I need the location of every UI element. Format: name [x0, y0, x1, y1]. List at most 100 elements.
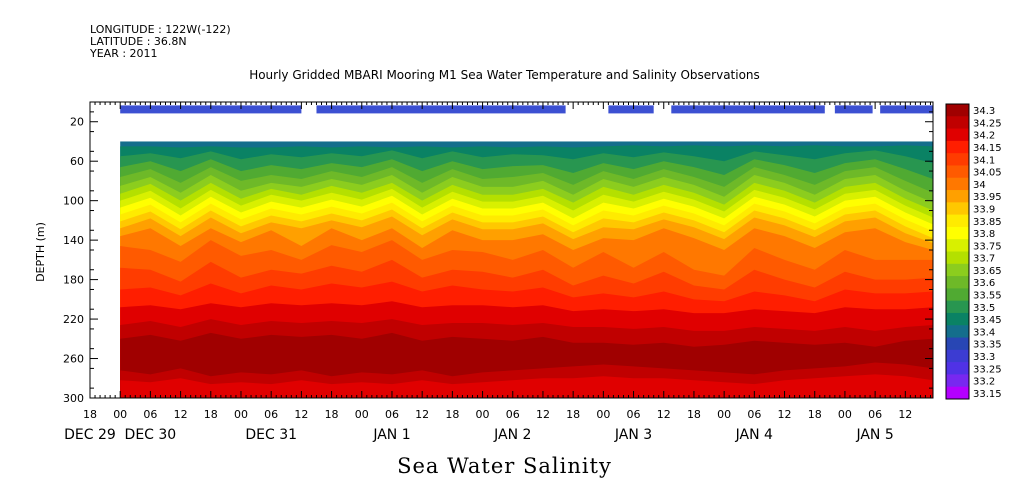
heatmap-plot — [120, 105, 933, 398]
x-day-label: JAN 2 — [493, 427, 531, 443]
colorbar-label: 33.4 — [973, 327, 995, 338]
x-hour-label: 12 — [536, 408, 550, 421]
colorbar-swatch-33.45 — [946, 312, 969, 326]
x-hour-label: 12 — [657, 408, 671, 421]
chart-title: Hourly Gridded MBARI Mooring M1 Sea Wate… — [249, 68, 760, 82]
surface-band-segment-2 — [608, 105, 654, 114]
heatmap-band-34.2-deep — [120, 374, 933, 398]
x-hour-label: 06 — [506, 408, 520, 421]
x-day-label: DEC 29 — [64, 427, 116, 443]
colorbar-swatch-33.3 — [946, 349, 969, 363]
colorbar-swatch-33.9 — [946, 202, 969, 216]
colorbar-label: 33.15 — [973, 389, 1002, 400]
axes: 20 60 100 140 180 220 260 300 18 00 06 12 18 00 06 12 18… — [63, 101, 934, 443]
x-hour-label: 18 — [566, 408, 580, 421]
colorbar-label: 33.6 — [973, 278, 995, 289]
colorbar-label: 33.2 — [973, 377, 995, 388]
colorbar-label: 34 — [973, 180, 986, 191]
x-day-label: JAN 4 — [735, 427, 773, 443]
colorbar-label: 33.55 — [973, 291, 1002, 302]
x-hour-label: 00 — [355, 408, 369, 421]
y-tick-label: 260 — [63, 353, 84, 366]
colorbar-swatch-33.5 — [946, 300, 969, 314]
colorbar-swatch-34 — [946, 177, 969, 191]
colorbar-label: 34.1 — [973, 155, 995, 166]
colorbar-swatch-33.7 — [946, 251, 969, 265]
x-hour-label: 18 — [445, 408, 459, 421]
x-hour-label: 00 — [717, 408, 731, 421]
x-hour-label: 18 — [204, 408, 218, 421]
plot-metadata: LONGITUDE : 122W(-122) LATITUDE : 36.8N … — [90, 24, 231, 60]
year-label: YEAR : 2011 — [90, 47, 158, 60]
x-hour-label: 12 — [294, 408, 308, 421]
colorbar-label: 33.7 — [973, 254, 995, 265]
colorbar-label: 33.85 — [973, 217, 1002, 228]
y-tick-label: 220 — [63, 313, 84, 326]
x-hour-label: 06 — [747, 408, 761, 421]
x-day-label: DEC 31 — [245, 427, 297, 443]
colorbar-label: 34.25 — [973, 118, 1002, 129]
x-hour-label: 00 — [476, 408, 490, 421]
x-hour-label: 06 — [143, 408, 157, 421]
colorbar-swatch-34.05 — [946, 165, 969, 179]
colorbar-swatch-34.3 — [946, 104, 969, 117]
colorbar-swatch-33.75 — [946, 239, 969, 252]
x-day-label: JAN 1 — [372, 427, 410, 443]
colorbar-label: 33.8 — [973, 229, 995, 240]
colorbar-label: 33.65 — [973, 266, 1002, 277]
x-hour-label: 06 — [868, 408, 882, 421]
y-tick-label: 100 — [63, 195, 84, 208]
longitude-label: LONGITUDE : 122W(-122) — [90, 23, 231, 36]
chart-caption: Sea Water Salinity — [397, 454, 612, 478]
x-hour-label: 06 — [264, 408, 278, 421]
x-hour-label: 00 — [596, 408, 610, 421]
colorbar-swatch-34.1 — [946, 153, 969, 166]
surface-band-segment-3 — [671, 105, 825, 114]
colorbar-swatch-33.8 — [946, 226, 969, 240]
colorbar-label: 33.45 — [973, 315, 1002, 326]
x-hour-label: 00 — [234, 408, 248, 421]
colorbar-swatch-33.65 — [946, 263, 969, 277]
surface-band-segment-1 — [316, 105, 566, 114]
colorbar-label: 33.35 — [973, 340, 1002, 351]
colorbar-swatch-34.15 — [946, 140, 969, 154]
x-hour-label: 00 — [838, 408, 852, 421]
colorbar-swatch-34.25 — [946, 116, 969, 130]
colorbar-label: 34.3 — [973, 106, 995, 117]
y-tick-label: 180 — [63, 274, 84, 287]
x-hour-label: 18 — [325, 408, 339, 421]
surface-band-segment-0 — [120, 105, 302, 114]
colorbar-swatch-33.4 — [946, 325, 969, 339]
x-hour-label: 00 — [113, 408, 127, 421]
colorbar-label: 33.9 — [973, 204, 995, 215]
x-hour-label: 12 — [898, 408, 912, 421]
colorbar-label: 34.2 — [973, 131, 995, 142]
x-hour-label: 18 — [687, 408, 701, 421]
colorbar-label: 33.75 — [973, 241, 1002, 252]
x-hour-label: 12 — [174, 408, 188, 421]
x-day-label: DEC 30 — [125, 427, 177, 443]
colorbar-swatch-34.2 — [946, 128, 969, 142]
x-hour-label: 06 — [385, 408, 399, 421]
x-day-label: JAN 5 — [855, 427, 893, 443]
x-hour-label: 06 — [627, 408, 641, 421]
colorbar-swatch-33.85 — [946, 214, 969, 228]
y-tick-label: 140 — [63, 234, 84, 247]
y-tick-label: 60 — [70, 155, 84, 168]
colorbar-label: 33.3 — [973, 352, 995, 363]
surface-band-segment-5 — [880, 105, 933, 114]
colorbar-swatch-33.55 — [946, 288, 969, 302]
colorbar-label: 33.95 — [973, 192, 1002, 203]
y-tick-label: 300 — [63, 392, 84, 405]
colorbar-label: 34.15 — [973, 143, 1002, 154]
colorbar-swatch-33.95 — [946, 190, 969, 203]
y-tick-label: 20 — [70, 116, 84, 129]
colorbar-label: 33.25 — [973, 364, 1002, 375]
x-day-label: JAN 3 — [614, 427, 652, 443]
x-hour-label: 18 — [808, 408, 822, 421]
x-hour-label: 12 — [415, 408, 429, 421]
latitude-label: LATITUDE : 36.8N — [90, 35, 187, 48]
x-hour-label: 18 — [83, 408, 97, 421]
